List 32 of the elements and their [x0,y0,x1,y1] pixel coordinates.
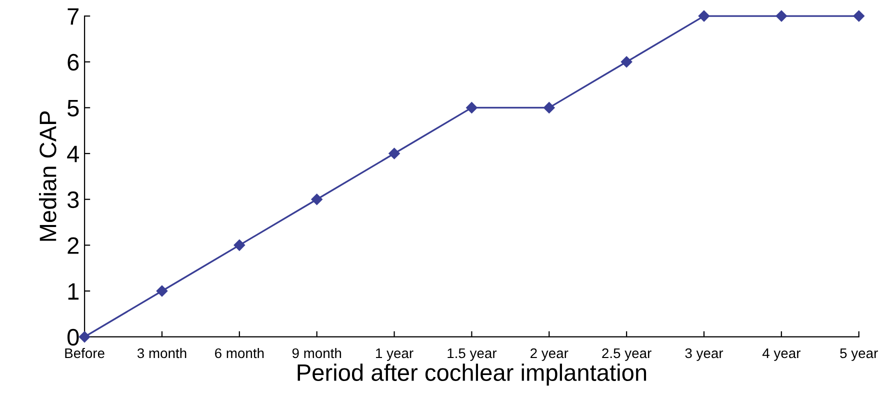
y-tick-label: 3 [67,191,79,208]
y-tick-label: 5 [68,100,79,116]
y-tick-label: 2 [68,237,79,254]
y-tick-label: 4 [67,146,79,162]
point [776,10,788,22]
x-tick-label: 2 year [530,348,568,361]
point [853,10,864,22]
point [78,331,90,342]
y-tick-label: 1 [68,283,79,300]
y-axis-title: Median CAP [38,111,56,241]
x-axis-title: Period after cochlear implantation [298,364,646,386]
x-tick-label: 3 year [685,348,724,361]
x-tick-label: 2.5 year [602,348,652,361]
point [234,240,246,251]
point [156,285,168,297]
x-tick-label: 5 year [840,348,878,361]
x-tick-label: 3 month [137,348,186,358]
x-tick-label: 6 month [215,348,264,358]
point [544,102,555,114]
point [311,194,322,205]
x-tick-label: 1 year [376,348,414,361]
y-tick-label: 7 [68,8,79,25]
x-tick-label: 1.5 year [448,348,497,361]
point [620,56,632,68]
y-tick-label: 0 [67,328,79,346]
y-tick-label: 6 [68,54,79,71]
x-tick-label: 9 month [292,348,342,358]
x-tick-label: 4 year [762,348,800,361]
x-tick-label: Before [65,348,104,358]
point [698,10,710,22]
point [388,148,400,160]
point [466,102,478,114]
